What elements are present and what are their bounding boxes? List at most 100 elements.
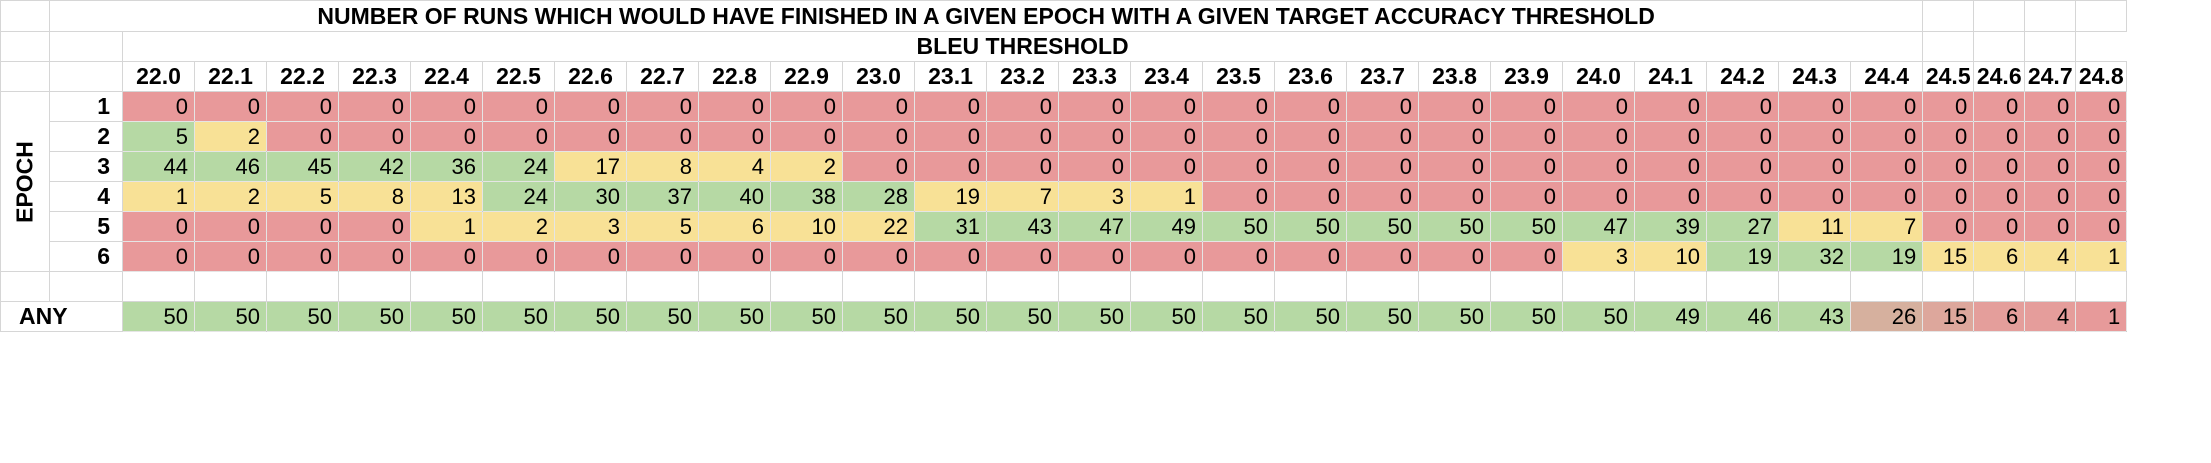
value-cell[interactable]: 42 xyxy=(338,151,411,182)
blank-cell[interactable] xyxy=(1562,271,1635,302)
value-cell[interactable]: 0 xyxy=(1058,151,1131,182)
value-cell[interactable]: 2 xyxy=(194,121,267,152)
value-cell[interactable]: 0 xyxy=(1922,181,1975,212)
value-cell[interactable]: 0 xyxy=(2075,91,2128,122)
blank-cell[interactable] xyxy=(266,271,339,302)
blank-cell[interactable] xyxy=(1202,271,1275,302)
threshold-header[interactable]: 23.8 xyxy=(1418,61,1491,92)
value-cell[interactable]: 0 xyxy=(1562,121,1635,152)
any-value-cell[interactable]: 50 xyxy=(626,301,699,332)
value-cell[interactable]: 0 xyxy=(2075,211,2128,242)
value-cell[interactable]: 0 xyxy=(1849,181,1924,212)
value-cell[interactable]: 0 xyxy=(1562,151,1635,182)
any-value-cell[interactable]: 50 xyxy=(482,301,555,332)
value-cell[interactable]: 50 xyxy=(1274,211,1347,242)
value-cell[interactable]: 0 xyxy=(1490,241,1563,272)
value-cell[interactable]: 0 xyxy=(842,151,915,182)
value-cell[interactable]: 0 xyxy=(1706,181,1779,212)
any-value-cell[interactable]: 50 xyxy=(554,301,627,332)
value-cell[interactable]: 0 xyxy=(1973,121,2026,152)
value-cell[interactable]: 0 xyxy=(2024,121,2077,152)
blank-cell[interactable] xyxy=(1706,271,1779,302)
threshold-header[interactable]: 23.4 xyxy=(1130,61,1203,92)
blank-cell[interactable] xyxy=(1346,271,1419,302)
corner-cell[interactable] xyxy=(0,0,50,32)
value-cell[interactable]: 0 xyxy=(1922,211,1975,242)
blank-cell[interactable] xyxy=(194,271,267,302)
value-cell[interactable]: 0 xyxy=(1490,151,1563,182)
value-cell[interactable]: 0 xyxy=(626,121,699,152)
value-cell[interactable]: 0 xyxy=(2024,211,2077,242)
value-cell[interactable]: 0 xyxy=(1973,91,2026,122)
value-cell[interactable]: 0 xyxy=(1778,181,1851,212)
value-cell[interactable]: 3 xyxy=(1058,181,1131,212)
any-value-cell[interactable]: 43 xyxy=(1778,301,1851,332)
blank-cell[interactable] xyxy=(2075,0,2128,32)
value-cell[interactable]: 0 xyxy=(1849,121,1924,152)
threshold-header[interactable]: 22.2 xyxy=(266,61,339,92)
value-cell[interactable]: 0 xyxy=(1973,181,2026,212)
any-value-cell[interactable]: 50 xyxy=(1274,301,1347,332)
value-cell[interactable]: 0 xyxy=(914,241,987,272)
value-cell[interactable]: 0 xyxy=(2075,121,2128,152)
value-cell[interactable]: 0 xyxy=(698,121,771,152)
value-cell[interactable]: 37 xyxy=(626,181,699,212)
threshold-group-header[interactable]: BLEU THRESHOLD xyxy=(121,31,1924,62)
blank-cell[interactable] xyxy=(842,271,915,302)
value-cell[interactable]: 0 xyxy=(1706,151,1779,182)
blank-cell[interactable] xyxy=(2024,31,2077,62)
blank-cell[interactable] xyxy=(1849,271,1924,302)
threshold-header[interactable]: 24.8 xyxy=(2075,61,2128,92)
value-cell[interactable]: 2 xyxy=(770,151,843,182)
any-value-cell[interactable]: 50 xyxy=(1346,301,1419,332)
value-cell[interactable]: 0 xyxy=(1346,151,1419,182)
value-cell[interactable]: 36 xyxy=(410,151,483,182)
value-cell[interactable]: 24 xyxy=(482,151,555,182)
value-cell[interactable]: 0 xyxy=(482,91,555,122)
value-cell[interactable]: 0 xyxy=(1202,121,1275,152)
value-cell[interactable]: 0 xyxy=(626,91,699,122)
value-cell[interactable]: 13 xyxy=(410,181,483,212)
blank-cell[interactable] xyxy=(1922,0,1975,32)
blank-cell[interactable] xyxy=(626,271,699,302)
value-cell[interactable]: 6 xyxy=(698,211,771,242)
value-cell[interactable]: 47 xyxy=(1562,211,1635,242)
value-cell[interactable]: 0 xyxy=(1346,91,1419,122)
value-cell[interactable]: 4 xyxy=(698,151,771,182)
value-cell[interactable]: 8 xyxy=(626,151,699,182)
value-cell[interactable]: 0 xyxy=(2075,151,2128,182)
value-cell[interactable]: 10 xyxy=(1634,241,1707,272)
value-cell[interactable]: 4 xyxy=(2024,241,2077,272)
threshold-header[interactable]: 22.1 xyxy=(194,61,267,92)
value-cell[interactable]: 0 xyxy=(1130,91,1203,122)
value-cell[interactable]: 0 xyxy=(2024,181,2077,212)
blank-cell[interactable] xyxy=(986,271,1059,302)
value-cell[interactable]: 0 xyxy=(1346,121,1419,152)
blank-cell[interactable] xyxy=(1922,271,1975,302)
value-cell[interactable]: 1 xyxy=(122,181,195,212)
value-cell[interactable]: 0 xyxy=(1130,151,1203,182)
value-cell[interactable]: 0 xyxy=(914,121,987,152)
value-cell[interactable]: 0 xyxy=(1418,91,1491,122)
value-cell[interactable]: 0 xyxy=(122,241,195,272)
value-cell[interactable]: 0 xyxy=(266,91,339,122)
value-cell[interactable]: 15 xyxy=(1922,241,1975,272)
value-cell[interactable]: 0 xyxy=(1130,241,1203,272)
value-cell[interactable]: 40 xyxy=(698,181,771,212)
value-cell[interactable]: 0 xyxy=(1418,241,1491,272)
value-cell[interactable]: 30 xyxy=(554,181,627,212)
value-cell[interactable]: 0 xyxy=(770,121,843,152)
blank-cell[interactable] xyxy=(698,271,771,302)
value-cell[interactable]: 0 xyxy=(1562,91,1635,122)
value-cell[interactable]: 0 xyxy=(554,121,627,152)
value-cell[interactable]: 0 xyxy=(194,241,267,272)
any-value-cell[interactable]: 46 xyxy=(1706,301,1779,332)
any-value-cell[interactable]: 50 xyxy=(986,301,1059,332)
blank-cell[interactable] xyxy=(49,61,123,92)
value-cell[interactable]: 0 xyxy=(698,241,771,272)
table-title[interactable]: NUMBER OF RUNS WHICH WOULD HAVE FINISHED… xyxy=(48,0,1924,32)
value-cell[interactable]: 0 xyxy=(1973,211,2026,242)
value-cell[interactable]: 0 xyxy=(554,91,627,122)
blank-cell[interactable] xyxy=(914,271,987,302)
any-value-cell[interactable]: 6 xyxy=(1973,301,2026,332)
